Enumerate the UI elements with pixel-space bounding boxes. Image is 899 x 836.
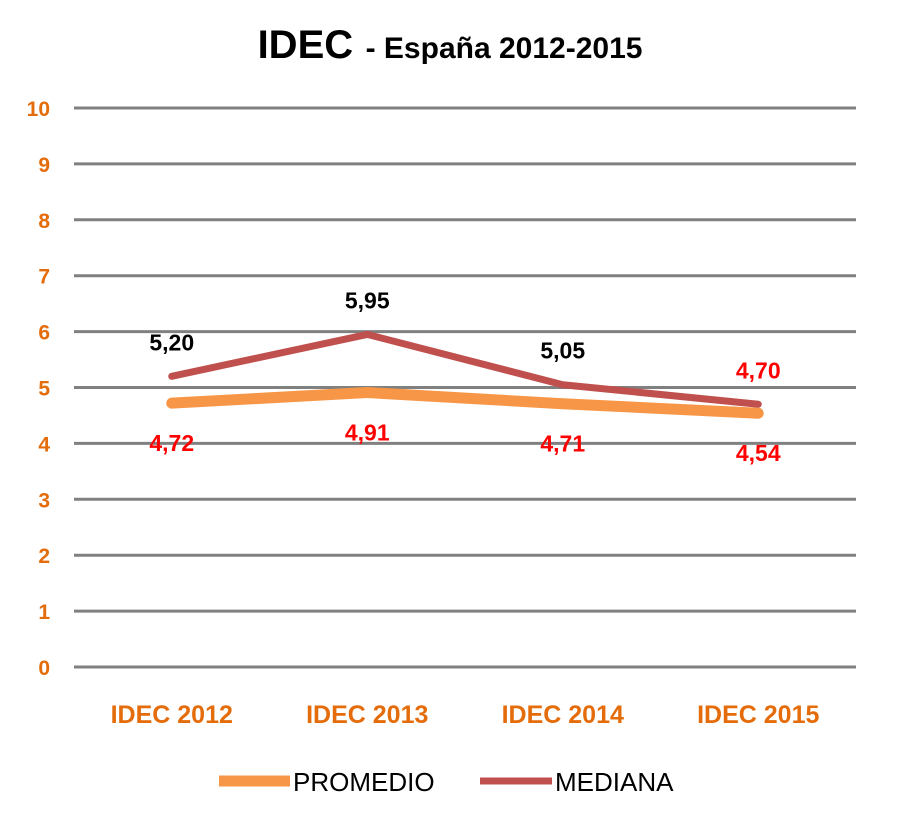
y-tick-label-10: 10 bbox=[27, 98, 50, 121]
series-line-promedio bbox=[166, 387, 764, 419]
gridlines bbox=[74, 106, 856, 669]
data-label-mediana-3: 5,05 bbox=[540, 338, 585, 364]
data-label-mediana-2: 5,95 bbox=[345, 287, 390, 313]
data-label-promedio-2: 4,91 bbox=[345, 420, 390, 446]
data-label-promedio-3: 4,71 bbox=[540, 431, 585, 457]
chart-title-main: IDEC bbox=[258, 23, 354, 67]
y-tick-label-5: 5 bbox=[38, 378, 50, 401]
series-line-mediana bbox=[168, 330, 762, 408]
y-tick-label-3: 3 bbox=[38, 489, 50, 512]
data-label-promedio-1: 4,72 bbox=[149, 430, 194, 456]
legend: PROMEDIO MEDIANA bbox=[219, 767, 674, 797]
x-tick-label-1: IDEC 2012 bbox=[111, 701, 233, 729]
y-tick-label-0: 0 bbox=[38, 657, 50, 680]
legend-label-promedio: PROMEDIO bbox=[293, 767, 435, 797]
y-tick-label-4: 4 bbox=[38, 433, 50, 456]
data-label-mediana-4: 4,70 bbox=[736, 357, 781, 383]
y-tick-label-7: 7 bbox=[38, 266, 50, 289]
data-labels: 4,72 4,91 4,71 4,54 5,20 5,95 5,05 4,70 bbox=[149, 287, 780, 466]
y-axis-ticks: 0 1 2 3 4 5 6 7 8 9 10 bbox=[27, 98, 51, 680]
y-tick-label-1: 1 bbox=[38, 601, 50, 624]
legend-label-mediana: MEDIANA bbox=[555, 767, 674, 797]
y-tick-label-9: 9 bbox=[38, 154, 50, 177]
chart-title-sub: - España 2012-2015 bbox=[366, 32, 643, 65]
y-tick-label-8: 8 bbox=[38, 210, 50, 233]
x-axis-ticks: IDEC 2012 IDEC 2013 IDEC 2014 IDEC 2015 bbox=[111, 701, 820, 729]
x-tick-label-3: IDEC 2014 bbox=[502, 701, 624, 729]
x-tick-label-2: IDEC 2013 bbox=[306, 701, 428, 729]
x-tick-label-4: IDEC 2015 bbox=[697, 701, 819, 729]
y-tick-label-6: 6 bbox=[38, 322, 50, 345]
data-label-mediana-1: 5,20 bbox=[149, 329, 194, 355]
y-tick-label-2: 2 bbox=[38, 545, 50, 568]
chart-title: IDEC - España 2012-2015 bbox=[258, 23, 643, 67]
data-label-promedio-4: 4,54 bbox=[736, 440, 781, 466]
series-lines bbox=[166, 330, 764, 419]
